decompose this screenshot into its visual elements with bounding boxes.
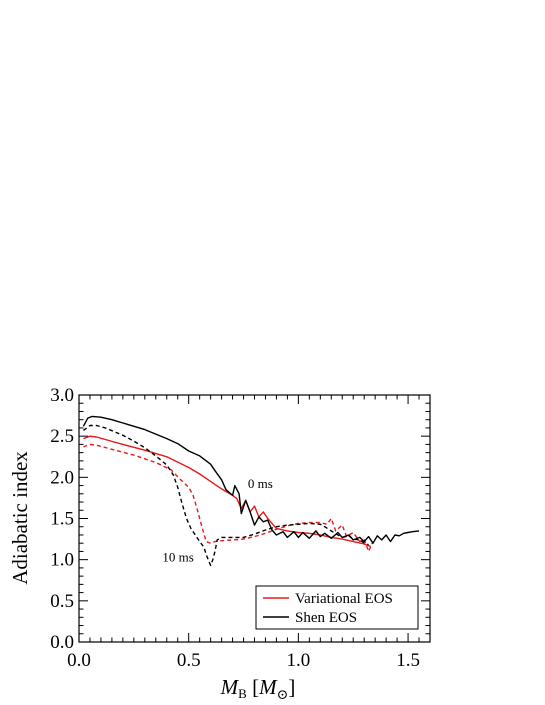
x-tick-label: 0.0 — [67, 650, 91, 671]
y-tick-label: 1.5 — [50, 509, 74, 530]
x-axis-label: MB [M⊙] — [220, 675, 296, 703]
y-tick-label: 2.0 — [50, 467, 74, 488]
y-axis-label: Adiabatic index — [8, 451, 32, 585]
legend: Variational EOS Shen EOS — [255, 585, 419, 630]
y-tick-label: 0.0 — [50, 632, 74, 653]
x-tick-labels: 0.0 0.5 1.0 1.5 — [67, 650, 420, 671]
legend-box — [255, 585, 419, 630]
x-tick-label: 0.5 — [177, 650, 201, 671]
series-layer — [82, 415, 420, 567]
y-tick-label: 3.0 — [50, 385, 74, 406]
series-line-variational-10ms — [83, 443, 374, 553]
axis-ticks — [78, 394, 431, 643]
legend-label-variational: Variational EOS — [295, 591, 393, 607]
annotation-0ms: 0 ms — [248, 476, 273, 491]
legend-label-shen: Shen EOS — [295, 610, 357, 626]
plot-area — [78, 394, 431, 643]
x-tick-label: 1.5 — [396, 650, 420, 671]
x-tick-label: 1.0 — [287, 650, 311, 671]
y-tick-label: 1.0 — [50, 550, 74, 571]
y-tick-labels: 0.0 0.5 1.0 1.5 2.0 2.5 3.0 — [50, 385, 74, 653]
series-line-shen-10ms — [82, 424, 369, 567]
series-line-shen-0ms — [82, 415, 420, 544]
annotation-10ms: 10 ms — [162, 549, 193, 564]
y-tick-label: 0.5 — [50, 591, 74, 612]
y-tick-label: 2.5 — [50, 426, 74, 447]
